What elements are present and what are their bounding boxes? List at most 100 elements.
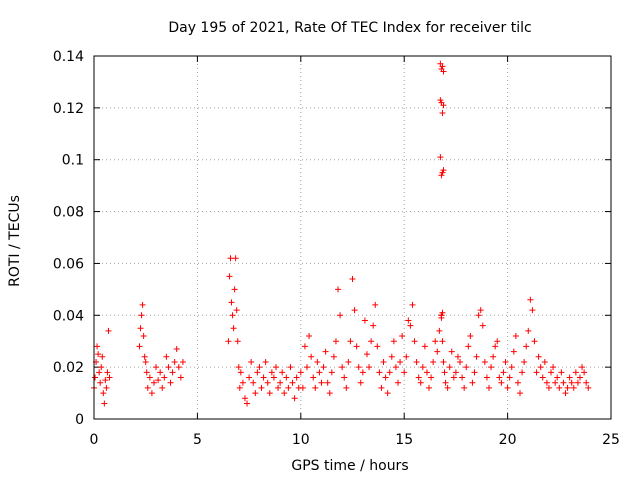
data-point (452, 369, 459, 376)
data-point (272, 364, 279, 371)
data-point (246, 374, 253, 381)
data-point (341, 374, 348, 381)
data-point (293, 374, 300, 381)
data-point (457, 358, 464, 365)
data-point (574, 379, 581, 386)
data-point (148, 390, 155, 397)
data-point (523, 343, 530, 350)
y-tick-label: 0.14 (53, 49, 84, 65)
data-point (566, 374, 573, 381)
data-point (450, 374, 457, 381)
data-point (485, 384, 492, 391)
data-point (301, 343, 308, 350)
gridlines (94, 56, 611, 419)
data-point (488, 364, 495, 371)
data-point (105, 327, 112, 334)
data-point (521, 358, 528, 365)
data-point (407, 322, 414, 329)
data-point (347, 338, 354, 345)
data-point (228, 299, 235, 306)
data-point (92, 374, 99, 381)
data-point (430, 358, 437, 365)
data-point (440, 102, 447, 109)
data-point (291, 395, 298, 402)
data-point (343, 384, 350, 391)
data-point (372, 301, 379, 308)
data-point (316, 369, 323, 376)
data-point (337, 312, 344, 319)
data-point (583, 379, 590, 386)
data-point (289, 379, 296, 386)
data-point (432, 338, 439, 345)
data-point (351, 307, 358, 314)
data-point (382, 374, 389, 381)
data-point (545, 384, 552, 391)
data-point (492, 343, 499, 350)
data-point (318, 379, 325, 386)
data-point (442, 379, 449, 386)
x-axis-label: GPS time / hours (291, 458, 408, 474)
data-point (543, 379, 550, 386)
data-point (173, 345, 180, 352)
data-point (262, 358, 269, 365)
chart-title: Day 195 of 2021, Rate Of TEC Index for r… (168, 20, 531, 36)
data-point (353, 343, 360, 350)
data-point (409, 301, 416, 308)
data-point (415, 374, 422, 381)
data-point (264, 379, 271, 386)
data-point (572, 369, 579, 376)
data-point (386, 369, 393, 376)
data-point (234, 338, 241, 345)
y-tick-label: 0.02 (53, 360, 84, 376)
data-point (339, 364, 346, 371)
data-point (533, 369, 540, 376)
data-point (399, 333, 406, 340)
x-tick-label: 20 (499, 432, 517, 448)
data-point (142, 358, 149, 365)
data-point (324, 379, 331, 386)
data-point (99, 353, 106, 360)
data-point (508, 364, 515, 371)
data-point (299, 384, 306, 391)
x-tick-label: 15 (395, 432, 413, 448)
data-point (374, 343, 381, 350)
data-point (380, 358, 387, 365)
data-point (236, 384, 243, 391)
data-point (397, 358, 404, 365)
data-point (306, 333, 313, 340)
x-tick-label: 10 (292, 432, 310, 448)
data-point (550, 364, 557, 371)
data-point (159, 384, 166, 391)
data-point (167, 379, 174, 386)
data-point (465, 343, 472, 350)
data-point (153, 364, 160, 371)
data-point (161, 374, 168, 381)
data-point (426, 384, 433, 391)
data-point (287, 364, 294, 371)
data-point (423, 369, 430, 376)
data-point (490, 353, 497, 360)
data-point (439, 169, 446, 176)
data-point (564, 384, 571, 391)
data-point (439, 110, 446, 117)
data-point (244, 400, 251, 407)
data-point (310, 374, 317, 381)
data-point (268, 369, 275, 376)
data-point (438, 314, 445, 321)
data-point (139, 301, 146, 308)
data-point (541, 358, 548, 365)
data-point (512, 333, 519, 340)
data-point (368, 338, 375, 345)
data-point (143, 369, 150, 376)
data-point (96, 369, 103, 376)
y-tick-label: 0.12 (53, 101, 84, 117)
data-point (494, 338, 501, 345)
data-point (506, 374, 513, 381)
data-point (413, 358, 420, 365)
data-point (461, 384, 468, 391)
data-point (322, 348, 329, 355)
data-point (440, 167, 447, 174)
data-point (552, 379, 559, 386)
data-point (141, 353, 148, 360)
